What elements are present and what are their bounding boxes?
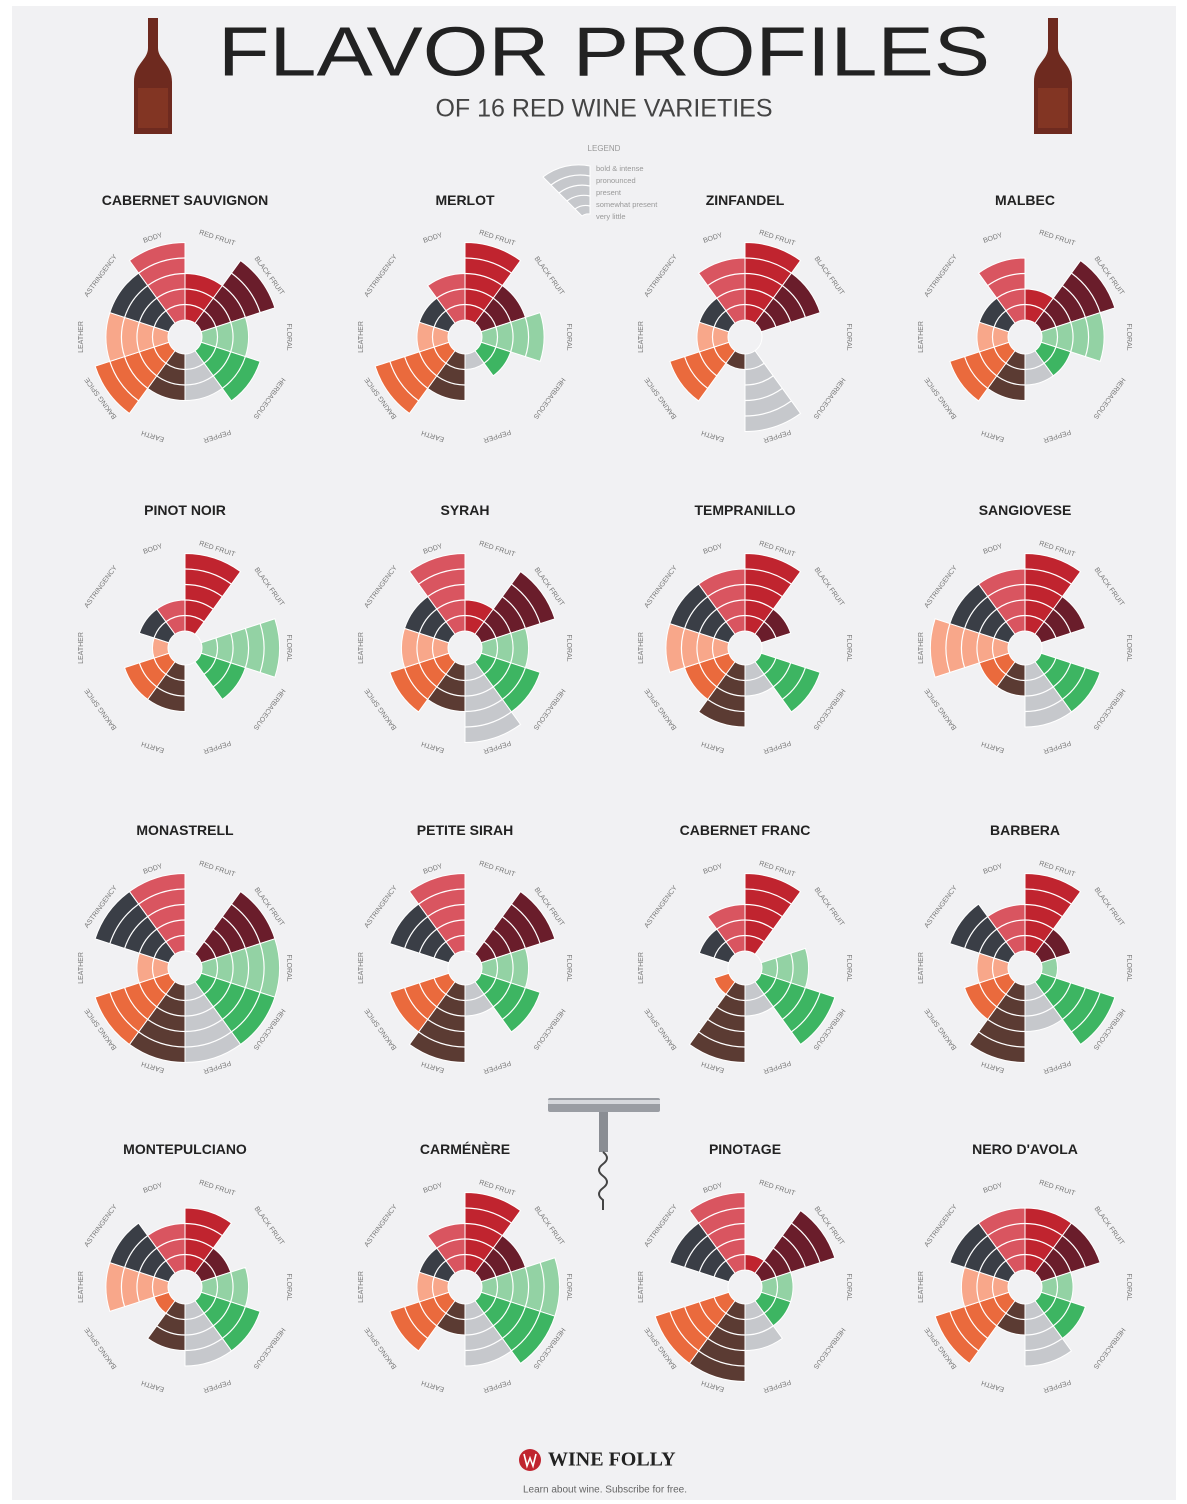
chart-title: ZINFANDEL: [660, 192, 830, 208]
axis-label: LEATHER: [78, 321, 85, 353]
axis-label: LEATHER: [918, 1271, 925, 1303]
axis-label: FLORAL: [845, 954, 852, 981]
axis-label: FLORAL: [1125, 954, 1132, 981]
axis-label: FLORAL: [565, 323, 572, 350]
axis-label: LEATHER: [638, 1271, 645, 1303]
axis-label: FLORAL: [285, 634, 292, 661]
chart-title: NERO D'AVOLA: [940, 1141, 1110, 1157]
axis-label: LEATHER: [918, 321, 925, 353]
axis-label: FLORAL: [565, 634, 572, 661]
chart-title: PETITE SIRAH: [380, 822, 550, 838]
legend-level: bold & intense: [596, 164, 644, 173]
chart-title: MONASTRELL: [100, 822, 270, 838]
axis-label: FLORAL: [565, 954, 572, 981]
legend-level: very little: [596, 212, 626, 221]
title-box: MERLOT: [380, 192, 550, 232]
chart-title: MONTEPULCIANO: [100, 1141, 270, 1157]
title-box: SANGIOVESE: [940, 502, 1110, 542]
axis-label: LEATHER: [638, 321, 645, 353]
axis-label: LEATHER: [358, 321, 365, 353]
title-box: ZINFANDEL: [660, 192, 830, 232]
page-subtitle: OF 16 RED WINE VARIETIES: [435, 95, 772, 123]
title-box: BARBERA: [940, 822, 1110, 862]
page: FLAVOR PROFILES OF 16 RED WINE VARIETIES…: [0, 0, 1187, 1504]
chart-title: CABERNET SAUVIGNON: [100, 192, 270, 208]
axis-label: LEATHER: [358, 952, 365, 984]
chart-title: MALBEC: [940, 192, 1110, 208]
chart-title: SANGIOVESE: [940, 502, 1110, 518]
chart-title: CABERNET FRANC: [660, 822, 830, 838]
axis-label: FLORAL: [1125, 634, 1132, 661]
axis-label: LEATHER: [78, 952, 85, 984]
axis-label: FLORAL: [845, 323, 852, 350]
legend-level: pronounced: [596, 176, 636, 185]
title-box: MONTEPULCIANO: [100, 1141, 270, 1181]
title-box: SYRAH: [380, 502, 550, 542]
axis-label: LEATHER: [358, 1271, 365, 1303]
legend-level: present: [596, 188, 622, 197]
title-box: CARMÉNÈRE: [380, 1141, 550, 1181]
axis-label: LEATHER: [918, 632, 925, 664]
axis-label: FLORAL: [565, 1273, 572, 1300]
axis-label: LEATHER: [918, 952, 925, 984]
axis-label: FLORAL: [285, 323, 292, 350]
chart-title: TEMPRANILLO: [660, 502, 830, 518]
title-box: MALBEC: [940, 192, 1110, 232]
page-title: FLAVOR PROFILES: [218, 12, 990, 90]
title-box: NERO D'AVOLA: [940, 1141, 1110, 1181]
title-box: CABERNET FRANC: [660, 822, 830, 862]
chart-title: SYRAH: [380, 502, 550, 518]
axis-label: LEATHER: [78, 1271, 85, 1303]
title-box: PINOTAGE: [660, 1141, 830, 1181]
axis-label: FLORAL: [285, 954, 292, 981]
axis-label: LEATHER: [638, 632, 645, 664]
axis-label: FLORAL: [285, 1273, 292, 1300]
title-box: CABERNET SAUVIGNON: [100, 192, 270, 232]
axis-label: LEATHER: [358, 632, 365, 664]
title-box: TEMPRANILLO: [660, 502, 830, 542]
infographic: FLAVOR PROFILES OF 16 RED WINE VARIETIES…: [0, 0, 1187, 1504]
axis-label: FLORAL: [1125, 323, 1132, 350]
tagline: Learn about wine. Subscribe for free.: [523, 1485, 687, 1496]
brand: WINE FOLLY: [548, 1449, 676, 1471]
chart-title: CARMÉNÈRE: [380, 1141, 550, 1157]
axis-label: LEATHER: [638, 952, 645, 984]
legend-title: LEGEND: [588, 144, 621, 153]
axis-label: FLORAL: [1125, 1273, 1132, 1300]
axis-label: LEATHER: [78, 632, 85, 664]
title-box: MONASTRELL: [100, 822, 270, 862]
title-box: PINOT NOIR: [100, 502, 270, 542]
chart-title: PINOTAGE: [660, 1141, 830, 1157]
chart-title: PINOT NOIR: [100, 502, 270, 518]
axis-label: FLORAL: [845, 1273, 852, 1300]
chart-title: BARBERA: [940, 822, 1110, 838]
chart-title: MERLOT: [380, 192, 550, 208]
axis-label: FLORAL: [845, 634, 852, 661]
title-box: PETITE SIRAH: [380, 822, 550, 862]
legend-level: somewhat present: [596, 200, 658, 209]
